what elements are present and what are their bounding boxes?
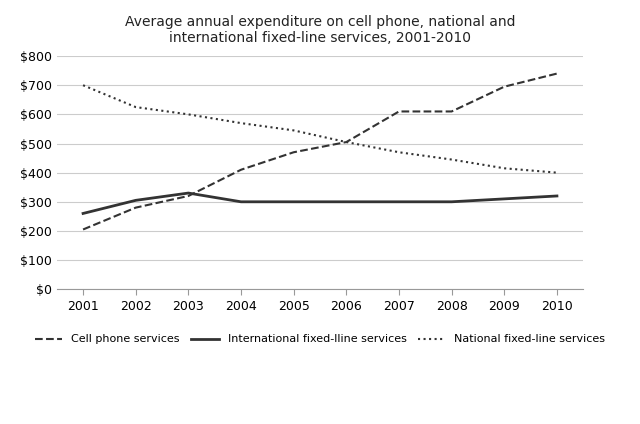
Title: Average annual expenditure on cell phone, national and
international fixed-line : Average annual expenditure on cell phone…: [125, 15, 515, 45]
Cell phone services: [237, 167, 245, 172]
National fixed-line services: [395, 150, 403, 155]
National fixed-line services: [448, 157, 456, 162]
International fixed-lline services: [395, 199, 403, 204]
Legend: Cell phone services, International fixed-lline services, National fixed-line ser: Cell phone services, International fixed…: [30, 330, 610, 349]
Cell phone services: [132, 205, 140, 210]
National fixed-line services: [79, 83, 87, 88]
National fixed-line services: [132, 105, 140, 110]
International fixed-lline services: [184, 190, 192, 195]
Cell phone services: [395, 109, 403, 114]
Line: National fixed-line services: National fixed-line services: [83, 85, 557, 173]
International fixed-lline services: [290, 199, 298, 204]
Cell phone services: [290, 150, 298, 155]
International fixed-lline services: [500, 196, 508, 201]
Cell phone services: [553, 71, 561, 76]
Cell phone services: [342, 139, 350, 145]
International fixed-lline services: [553, 193, 561, 198]
Cell phone services: [448, 109, 456, 114]
National fixed-line services: [553, 170, 561, 175]
International fixed-lline services: [132, 198, 140, 203]
International fixed-lline services: [448, 199, 456, 204]
International fixed-lline services: [342, 199, 350, 204]
Cell phone services: [500, 84, 508, 89]
National fixed-line services: [237, 120, 245, 126]
Line: International fixed-lline services: International fixed-lline services: [83, 193, 557, 213]
National fixed-line services: [290, 128, 298, 133]
National fixed-line services: [500, 166, 508, 171]
Line: Cell phone services: Cell phone services: [83, 74, 557, 229]
Cell phone services: [184, 193, 192, 198]
National fixed-line services: [184, 112, 192, 117]
Cell phone services: [79, 227, 87, 232]
National fixed-line services: [342, 139, 350, 145]
International fixed-lline services: [237, 199, 245, 204]
International fixed-lline services: [79, 211, 87, 216]
